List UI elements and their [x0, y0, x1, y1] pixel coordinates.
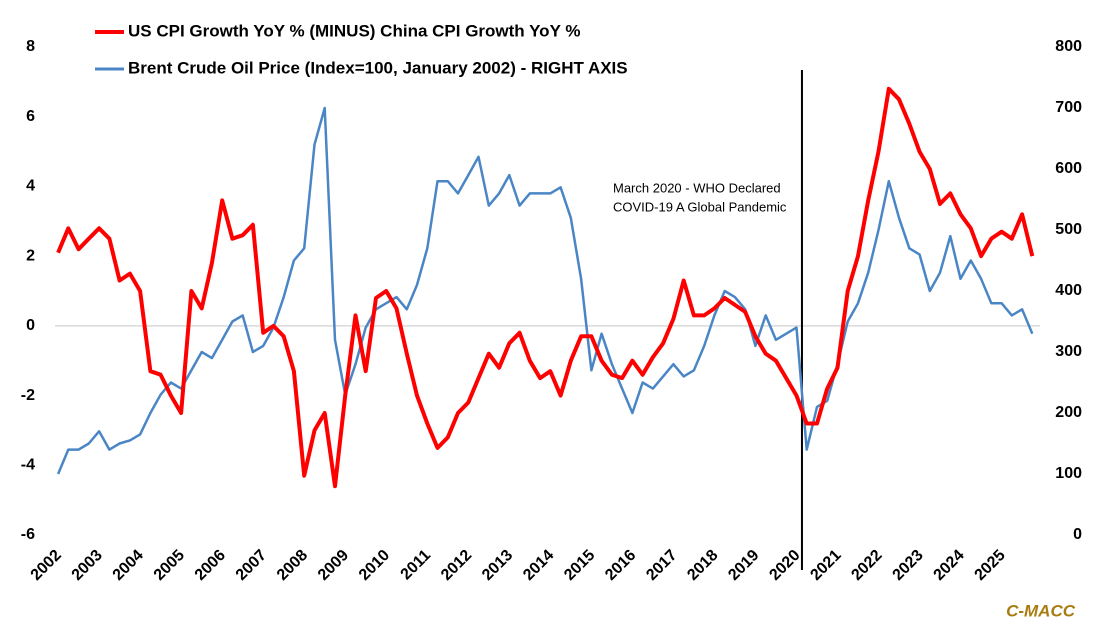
- x-tick-label: 2022: [848, 547, 885, 584]
- y-tick-label: 6: [26, 108, 35, 125]
- x-tick-label: 2013: [479, 547, 516, 584]
- x-tick-label: 2016: [602, 547, 639, 584]
- y-tick-label: 4: [26, 178, 35, 195]
- y2-tick-label: 400: [1055, 282, 1082, 299]
- x-tick-label: 2024: [931, 547, 968, 584]
- x-tick-label: 2009: [315, 547, 352, 584]
- y-tick-label: -6: [21, 526, 35, 543]
- x-tick-label: 2002: [28, 547, 65, 584]
- y-tick-label: 2: [26, 247, 35, 264]
- y2-tick-label: 500: [1055, 221, 1082, 238]
- x-tick-label: 2023: [889, 547, 926, 584]
- x-tick-label: 2003: [69, 547, 106, 584]
- x-tick-label: 2012: [438, 547, 475, 584]
- annotation: March 2020 - WHO Declared: [613, 180, 781, 195]
- x-tick-label: 2005: [151, 547, 188, 584]
- legend-label: Brent Crude Oil Price (Index=100, Januar…: [128, 58, 628, 77]
- x-tick-label: 2011: [398, 547, 435, 584]
- y-tick-label: 0: [26, 317, 35, 334]
- x-tick-label: 2025: [972, 547, 1009, 584]
- legend-label: US CPI Growth YoY % (MINUS) China CPI Gr…: [128, 21, 580, 40]
- y2-tick-label: 600: [1055, 160, 1082, 177]
- x-tick-label: 2018: [684, 547, 721, 584]
- y-tick-label: -4: [21, 457, 35, 474]
- x-tick-label: 2020: [766, 547, 803, 584]
- series-line: [56, 106, 1034, 475]
- x-tick-label: 2017: [643, 547, 680, 584]
- y2-tick-label: 800: [1055, 38, 1082, 55]
- x-tick-label: 2008: [274, 547, 311, 584]
- y2-tick-label: 200: [1055, 404, 1082, 421]
- y-tick-label: -2: [21, 387, 35, 404]
- x-tick-label: 2010: [356, 547, 393, 584]
- x-tick-label: 2019: [725, 547, 762, 584]
- y-tick-label: 8: [26, 38, 35, 55]
- annotation: COVID-19 A Global Pandemic: [613, 199, 787, 214]
- source: C-MACC: [1006, 601, 1076, 620]
- series-line: [56, 86, 1035, 489]
- y2-tick-label: 700: [1055, 99, 1082, 116]
- x-tick-label: 2014: [520, 547, 557, 584]
- x-tick-label: 2004: [110, 547, 147, 584]
- x-tick-label: 2007: [233, 547, 270, 584]
- y2-tick-label: 100: [1055, 465, 1082, 482]
- x-tick-label: 2015: [561, 547, 598, 584]
- y2-tick-label: 300: [1055, 343, 1082, 360]
- x-tick-label: 2006: [192, 547, 229, 584]
- x-tick-label: 2021: [807, 547, 844, 584]
- y2-tick-label: 0: [1073, 526, 1082, 543]
